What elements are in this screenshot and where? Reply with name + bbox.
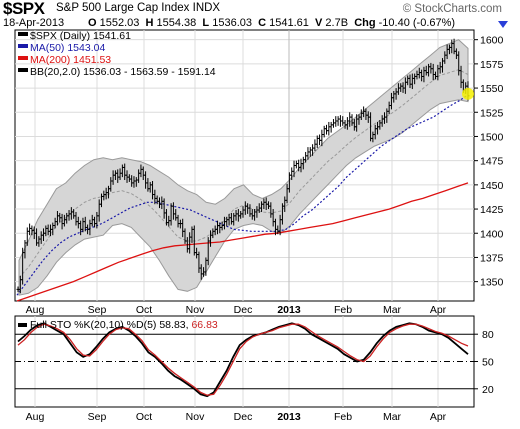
- price-tick-label: 1475: [480, 156, 504, 168]
- price-x-label: Aug: [26, 304, 45, 316]
- price-tick-label: 1500: [480, 131, 504, 143]
- price-x-label: Oct: [136, 304, 152, 316]
- price-x-label: Apr: [430, 304, 447, 316]
- stochastic-x-label: Oct: [136, 411, 152, 423]
- price-x-label: Dec: [234, 304, 253, 316]
- ma200-line: [16, 182, 469, 302]
- price-x-label: Feb: [334, 304, 352, 316]
- stochastic-x-label: Aug: [26, 411, 45, 423]
- stochastic-x-label: Mar: [383, 411, 402, 423]
- price-x-label: 2013: [277, 304, 301, 316]
- price-tick-label: 1375: [480, 252, 504, 264]
- legend-swatch: [18, 68, 28, 72]
- price-tick-label: 1525: [480, 107, 504, 119]
- price-tick-label: 1600: [480, 35, 504, 47]
- symbol-title: $SPX: [3, 0, 45, 18]
- price-x-label: Nov: [186, 304, 205, 316]
- bollinger-middle: [18, 69, 469, 279]
- legend-swatch: [18, 323, 27, 327]
- stochastic-d-value: 66.83: [191, 319, 217, 331]
- brand-link[interactable]: © StockCharts.com: [402, 3, 502, 15]
- last-bar-highlight: [462, 87, 474, 100]
- quote-line: O 1552.03 H 1554.38 L 1536.03 C 1541.61 …: [88, 17, 456, 29]
- legend-swatch: [18, 44, 28, 48]
- stochastic-tick-label: 50: [482, 357, 494, 369]
- stochastic-panel: 20 50 80 Full STO %K(20,10) %D(5) 58.83, 66…: [14, 315, 494, 423]
- price-tick-label: 1350: [480, 277, 504, 289]
- price-tick-label: 1400: [480, 228, 504, 240]
- stochastic-legend: Full STO %K(20,10) %D(5) 58.83, 66.83: [30, 319, 218, 331]
- legend-entry: BB(20,2.0) 1536.03 - 1563.59 - 1591.14: [30, 66, 216, 78]
- stochastic-tick-label: 20: [482, 384, 494, 396]
- change-down-icon: [498, 21, 508, 28]
- legend-swatch: [18, 56, 28, 60]
- price-x-label: Mar: [383, 304, 402, 316]
- chart-header: $SPX S&P 500 Large Cap Index INDX © Stoc…: [0, 0, 520, 34]
- price-tick-label: 1425: [480, 204, 504, 216]
- quote-date: 18-Apr-2013: [3, 17, 65, 29]
- legend-entry: $SPX (Daily) 1541.61: [30, 30, 131, 42]
- price-tick-label: 1575: [480, 59, 504, 71]
- stochastic-x-label: Feb: [334, 411, 352, 423]
- stochastic-x-label: 2013: [277, 411, 301, 423]
- price-tick-label: 1550: [480, 83, 504, 95]
- legend-swatch: [18, 32, 28, 36]
- stochastic-tick-label: 80: [482, 329, 494, 341]
- price-x-label: Sep: [88, 304, 107, 316]
- stochastic-x-label: Nov: [186, 411, 205, 423]
- stochastic-k-value: 58.83,: [159, 319, 191, 331]
- legend-entry: MA(200) 1451.53: [30, 54, 111, 66]
- stochastic-x-label: Dec: [234, 411, 253, 423]
- price-tick-label: 1450: [480, 180, 504, 192]
- stochastic-d-line: [17, 323, 469, 396]
- stochastic-x-label: Sep: [88, 411, 107, 423]
- stochastic-legend-label: Full STO %K(20,10) %D(5): [30, 319, 159, 331]
- bollinger-band: [18, 39, 469, 296]
- stochastic-x-label: Apr: [430, 411, 447, 423]
- stochastic-k-line: [17, 322, 469, 398]
- legend-entry: MA(50) 1543.04: [30, 42, 105, 54]
- security-name: S&P 500 Large Cap Index INDX: [56, 2, 221, 14]
- price-panel: 1350 1375 1400 1425 1450 1475 1500 1525 1550 1575…: [14, 29, 504, 316]
- ma50-line: [16, 94, 469, 296]
